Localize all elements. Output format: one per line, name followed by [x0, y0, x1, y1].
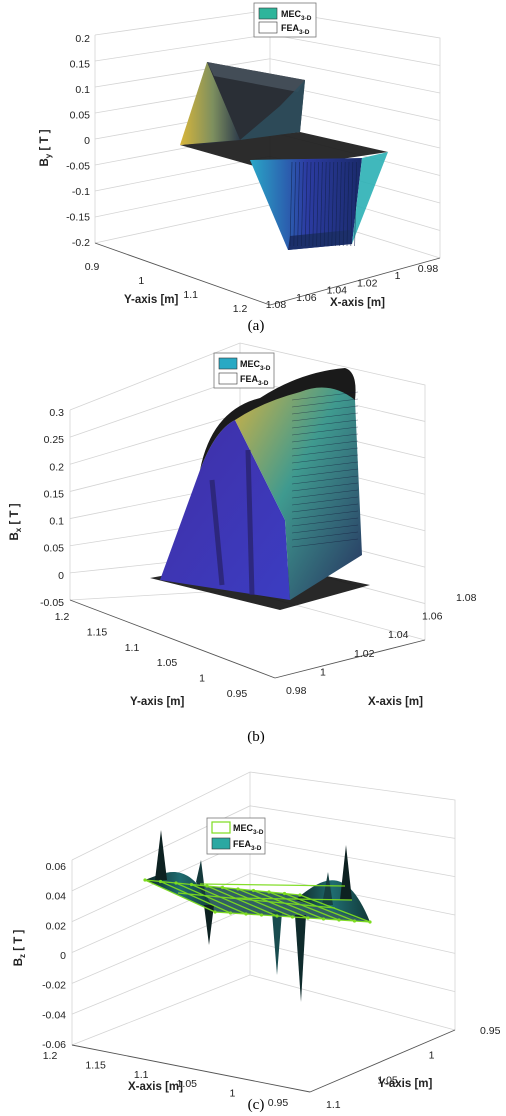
panel-b-x-tick: 1.02: [354, 648, 375, 660]
panel-b-x-tick: 1.04: [388, 629, 409, 641]
panel-a-z-tick: -0.15: [66, 212, 90, 224]
panel-b-ticks: 0.3 0.25 0.2 0.15 0.1 0.05 0 -0.05 1.2 1.15 1.1 1.0…: [40, 407, 477, 700]
panel-b-y-tick: 1.05: [157, 657, 178, 669]
panel-a-x-tick: 1: [395, 270, 401, 282]
panel-a-z-tick: -0.1: [72, 186, 90, 198]
panel-c-z-tick: 0.06: [46, 861, 67, 873]
panel-a-x-tick: 0.98: [418, 263, 439, 275]
panel-c-xlabel: X-axis [m]: [128, 1081, 183, 1093]
panel-c-x-tick: 1.05: [177, 1078, 198, 1090]
panel-a-z-tick: 0.2: [75, 33, 90, 45]
panel-c-y-tick: 1.05: [377, 1074, 398, 1086]
panel-a-x-tick: 1.08: [266, 299, 287, 311]
legend-swatch-fea: [258, 21, 278, 34]
panel-b-x-tick: 0.98: [286, 685, 307, 697]
panel-b-x-tick: 1.06: [422, 611, 443, 623]
panel-b-z-tick: 0.15: [44, 488, 65, 500]
panel-b-z-tick: 0.25: [44, 434, 65, 446]
panel-b-z-tick: 0: [58, 570, 64, 582]
panel-a-x-tick: 1.02: [357, 277, 378, 289]
panel-b-y-tick: 1: [199, 673, 205, 685]
panel-a: MEC3-D FEA3-D 0.2 0.15 0.1 0.05 0 -0.05 -0.1 -0…: [39, 2, 441, 334]
panel-b: MEC3-D FEA3-D 0.3 0.25 0.2 0.15 0.1 0.05 0 -0.0…: [9, 342, 477, 745]
legend-swatch-fea: [211, 837, 231, 850]
panel-a-z-tick: 0.05: [70, 110, 91, 122]
figure-label-c: (c): [248, 1097, 265, 1113]
panel-a-xlabel: X-axis [m]: [330, 297, 385, 309]
panel-c: MEC3-D FEA3-D 0.06 0.04 0.02 0 -0.02 -0.04 -0.…: [13, 771, 501, 1113]
figure-label-b: (b): [247, 729, 265, 745]
panel-a-z-tick: 0: [84, 135, 90, 147]
panel-b-zlabel: Bx [ T ]: [9, 503, 23, 540]
panel-b-y-tick: 1.15: [87, 626, 108, 638]
panel-b-y-tick: 0.95: [227, 688, 248, 700]
panel-a-ylabel: Y-axis [m]: [124, 294, 178, 306]
legend-swatch-mec: [258, 7, 278, 20]
panel-c-x-tick: 0.95: [268, 1097, 289, 1109]
panel-b-surface: [150, 368, 370, 610]
panel-c-legend: MEC3-D FEA3-D: [206, 817, 266, 855]
panel-b-ylabel: Y-axis [m]: [130, 696, 184, 708]
panel-b-x-tick: 1: [320, 666, 326, 678]
panel-b-y-tick: 1.1: [125, 642, 140, 654]
panel-c-z-tick: 0: [60, 950, 66, 962]
panel-c-x-tick: 1.1: [134, 1069, 149, 1081]
panel-b-y-tick: 1.2: [55, 611, 70, 623]
panel-c-x-tick: 1: [229, 1088, 235, 1100]
panel-a-z-tick: 0.1: [75, 84, 90, 96]
legend-swatch-mec: [218, 357, 238, 370]
panel-b-x-tick: 1.08: [456, 592, 477, 604]
panel-b-legend: MEC3-D FEA3-D: [213, 352, 275, 389]
panel-b-z-tick: 0.3: [49, 407, 64, 419]
panel-a-zlabel: By [ T ]: [39, 129, 53, 166]
panel-c-z-tick: 0.04: [46, 891, 67, 903]
panel-a-y-tick: 0.9: [85, 261, 100, 273]
panel-c-surface: [143, 830, 372, 1002]
panel-a-surface: [180, 62, 388, 250]
panel-a-x-tick: 1.04: [327, 285, 348, 297]
panel-c-ylabel: Y-axis [m]: [378, 1078, 432, 1090]
panel-c-z-tick: -0.06: [42, 1039, 66, 1051]
panel-c-z-tick: -0.02: [42, 980, 66, 992]
panel-c-ticks: 0.06 0.04 0.02 0 -0.02 -0.04 -0.061.2 1.15 1.1 1.…: [42, 861, 501, 1111]
panel-a-legend: MEC3-D FEA3-D: [253, 2, 317, 38]
panel-b-z-tick: 0.05: [44, 543, 65, 555]
figure-label-a: (a): [248, 318, 265, 334]
panel-c-zlabel: Bz [ T ]: [13, 930, 27, 967]
legend-swatch-fea: [218, 372, 238, 385]
panel-a-ticks: 0.2 0.15 0.1 0.05 0 -0.05 -0.1 -0.15 -0.2 0.9 1 1.1…: [66, 33, 438, 315]
panel-c-x-tick: 1.2: [43, 1050, 58, 1062]
panel-c-z-tick: 0.02: [46, 920, 67, 932]
panel-c-y-tick: 1.1: [326, 1099, 341, 1111]
panel-c-y-tick: 0.95: [480, 1025, 501, 1037]
legend-swatch-mec: [211, 821, 231, 834]
panel-c-y-tick: 1: [429, 1050, 435, 1062]
panel-a-z-tick: -0.05: [66, 161, 90, 173]
panel-a-y-tick: 1.1: [183, 289, 198, 301]
panel-a-x-tick: 1.06: [296, 292, 317, 304]
panel-c-x-tick: 1.15: [85, 1059, 106, 1071]
panel-b-z-tick: -0.05: [40, 597, 64, 609]
panel-a-y-tick: 1.2: [233, 303, 248, 315]
panel-a-z-tick: -0.2: [72, 237, 90, 249]
panel-a-z-tick: 0.15: [70, 59, 91, 71]
panel-b-z-tick: 0.2: [49, 461, 64, 473]
panel-a-y-tick: 1: [138, 275, 144, 287]
panel-b-z-tick: 0.1: [49, 516, 64, 528]
panel-c-z-tick: -0.04: [42, 1009, 66, 1021]
panel-b-xlabel: X-axis [m]: [368, 696, 423, 708]
